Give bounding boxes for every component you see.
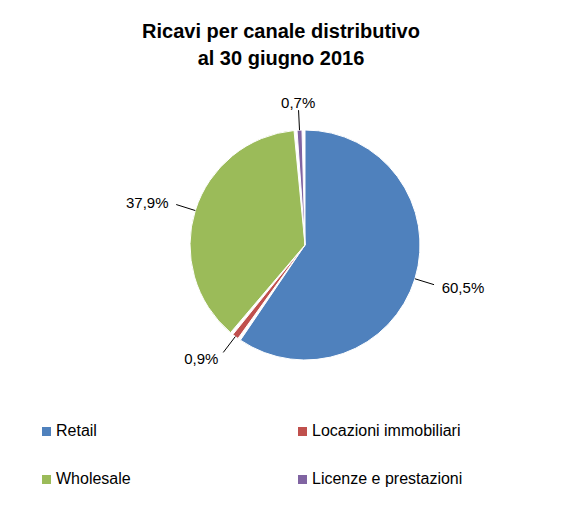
svg-text:0,9%: 0,9%	[184, 350, 218, 367]
svg-text:37,9%: 37,9%	[126, 194, 169, 211]
html-text:Retail: Retail	[56, 422, 97, 439]
svg-text:0,7%: 0,7%	[281, 94, 315, 111]
html-text:Licenze e prestazioni: Licenze e prestazioni	[312, 470, 463, 487]
html-text:Ricavi per canale distributivo: Ricavi per canale distributivo	[142, 20, 420, 42]
html-text:Wholesale: Wholesale	[56, 470, 131, 487]
html-text:al 30 giugno 2016: al 30 giugno 2016	[197, 47, 365, 69]
html-text:Locazioni immobiliari: Locazioni immobiliari	[312, 422, 461, 439]
svg-text:60,5%: 60,5%	[442, 279, 485, 296]
